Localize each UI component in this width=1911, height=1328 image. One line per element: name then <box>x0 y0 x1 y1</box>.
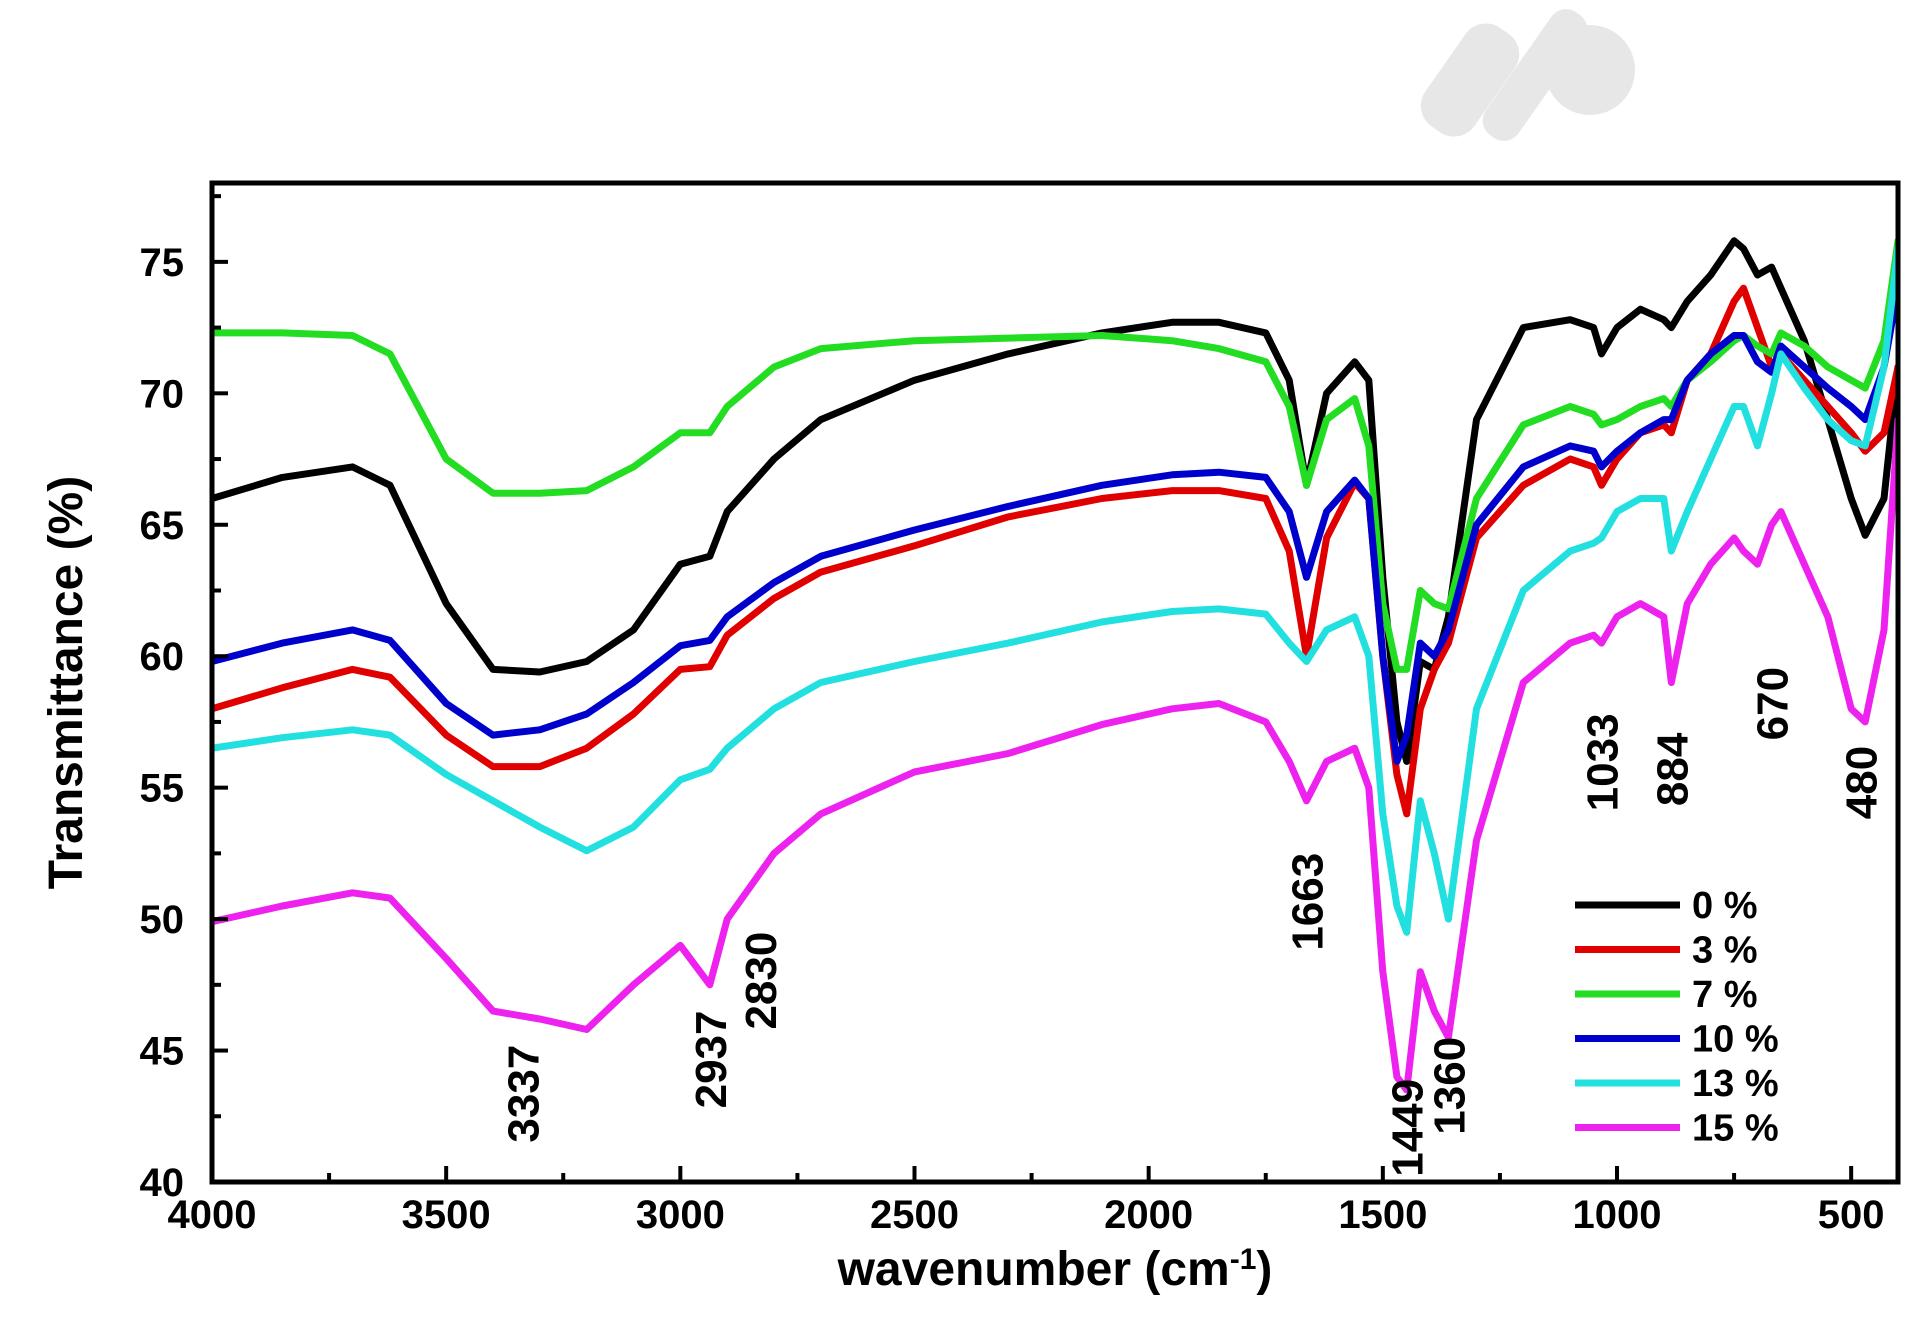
legend-marker-5 <box>1624 1124 1631 1131</box>
plot-frame <box>209 180 1901 1185</box>
series-line-0 <box>212 237 1898 765</box>
legend-marker-2 <box>1624 991 1631 997</box>
y-tick-label-2: 50 <box>140 898 185 942</box>
x-tick-label-2: 3000 <box>636 1193 725 1237</box>
peak-label-1449: 1449 <box>1384 1079 1433 1177</box>
legend-marker-4 <box>1624 1080 1631 1086</box>
x-tick-label-6: 1000 <box>1573 1193 1662 1237</box>
x-tick-label-1: 3500 <box>402 1193 491 1237</box>
x-tick-label-5: 1500 <box>1338 1193 1427 1237</box>
peak-label-1663: 1663 <box>1283 853 1332 951</box>
series-line-4 <box>212 245 1898 936</box>
y-tick-label-3: 55 <box>140 767 185 811</box>
peak-label-2937: 2937 <box>687 1010 736 1108</box>
x-tick-label-7: 500 <box>1818 1193 1885 1237</box>
legend-label-2: 7 % <box>1692 974 1757 1016</box>
x-axis-label-close: ) <box>1256 1243 1272 1296</box>
x-axis-label: wavenumber (cm-1) <box>837 1243 1273 1297</box>
series-line-3 <box>212 284 1898 765</box>
series-layer <box>212 237 1898 1094</box>
legend: 0 %3 %7 %10 %13 %15 % <box>1575 885 1779 1150</box>
y-axis-label: Transmittance (%) <box>40 476 93 889</box>
peak-label-1033: 1033 <box>1579 713 1628 811</box>
x-tick-label-3: 2500 <box>870 1193 959 1237</box>
y-tick-label-6: 70 <box>140 372 185 416</box>
peak-label-480: 480 <box>1838 746 1887 819</box>
y-tick-label-4: 60 <box>140 635 185 679</box>
x-axis-label-main: wavenumber (cm <box>837 1243 1230 1296</box>
tick-layer: 4000 3500 3000 2500 2000 1500 1000 500 40 45 50 55 6… <box>140 194 1885 1237</box>
x-tick-label-4: 2000 <box>1104 1193 1193 1237</box>
legend-marker-3 <box>1624 1035 1631 1042</box>
y-tick-label-5: 65 <box>140 504 185 548</box>
legend-marker-0 <box>1624 902 1631 908</box>
legend-label-1: 3 % <box>1692 930 1757 972</box>
series-line-1 <box>212 284 1898 818</box>
legend-label-3: 10 % <box>1692 1019 1779 1061</box>
peak-label-1360: 1360 <box>1425 1037 1474 1135</box>
series-line-5 <box>212 416 1898 1094</box>
y-tick-label-1: 45 <box>140 1030 185 1074</box>
y-tick-label-7: 75 <box>140 241 185 285</box>
x-tick-label-0: 4000 <box>168 1193 257 1237</box>
legend-label-0: 0 % <box>1692 885 1757 927</box>
peak-label-3337: 3337 <box>500 1045 549 1143</box>
legend-label-5: 15 % <box>1692 1108 1779 1150</box>
legend-label-4: 13 % <box>1692 1063 1779 1105</box>
legend-marker-1 <box>1624 946 1631 953</box>
peak-label-884: 884 <box>1648 732 1697 806</box>
y-tick-label-0: 40 <box>140 1161 185 1205</box>
watermark-logo <box>1420 9 1635 141</box>
peak-label-670: 670 <box>1749 667 1798 740</box>
peak-label-2830: 2830 <box>737 932 786 1030</box>
x-axis-label-superscript: -1 <box>1230 1243 1257 1276</box>
